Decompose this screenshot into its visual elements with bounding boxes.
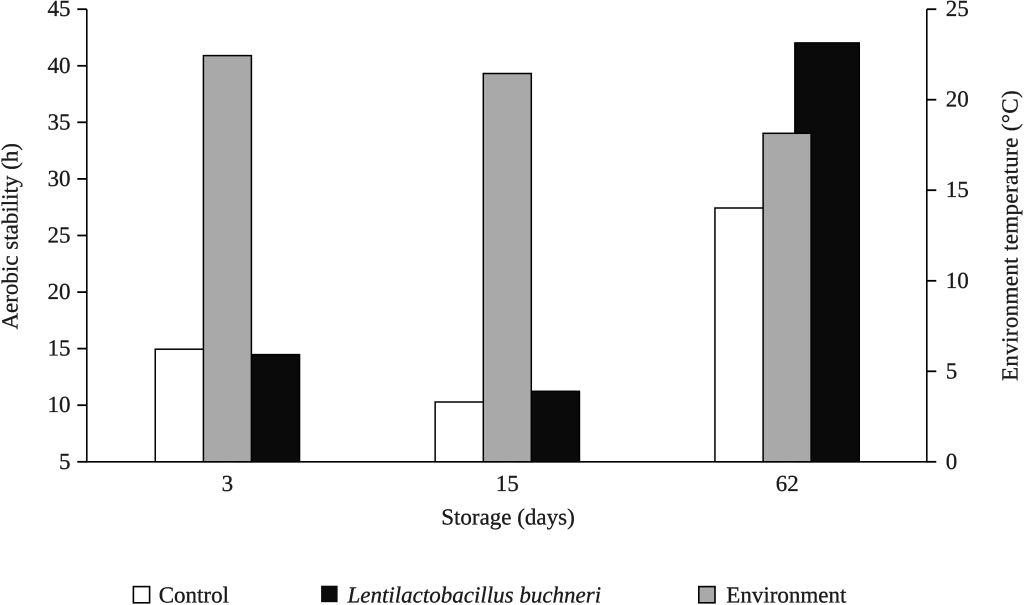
- svg-text:20: 20: [48, 279, 71, 304]
- svg-text:Aerobic stability (h): Aerobic stability (h): [0, 143, 22, 330]
- svg-text:40: 40: [48, 53, 71, 78]
- svg-text:35: 35: [48, 109, 71, 134]
- svg-text:5: 5: [59, 449, 71, 474]
- svg-text:Lentilactobacillus buchneri: Lentilactobacillus buchneri: [347, 582, 602, 605]
- svg-text:3: 3: [222, 471, 234, 496]
- svg-text:62: 62: [776, 471, 799, 496]
- svg-text:5: 5: [946, 358, 958, 383]
- svg-text:20: 20: [946, 87, 969, 112]
- svg-text:25: 25: [946, 0, 969, 21]
- svg-text:15: 15: [48, 336, 71, 361]
- svg-text:Environment: Environment: [726, 582, 847, 605]
- svg-text:10: 10: [946, 268, 969, 293]
- svg-text:15: 15: [496, 471, 519, 496]
- svg-text:10: 10: [48, 392, 71, 417]
- svg-text:Storage (days): Storage (days): [441, 505, 575, 530]
- svg-text:Environment temperature (°C): Environment temperature (°C): [998, 90, 1023, 381]
- svg-text:25: 25: [48, 223, 71, 248]
- svg-text:0: 0: [946, 449, 958, 474]
- svg-text:Control: Control: [159, 582, 229, 605]
- svg-text:45: 45: [48, 0, 71, 21]
- svg-text:30: 30: [48, 166, 71, 191]
- svg-text:15: 15: [946, 177, 969, 202]
